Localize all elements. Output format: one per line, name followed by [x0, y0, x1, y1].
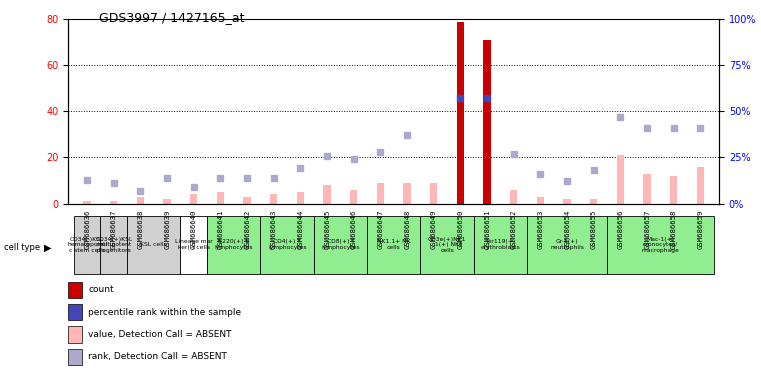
Bar: [350, 190, 358, 204]
Bar: [644, 174, 651, 204]
Bar: [137, 197, 144, 204]
Text: cell type: cell type: [4, 243, 40, 252]
Text: GSM686641: GSM686641: [218, 209, 224, 249]
Text: KSL cells: KSL cells: [141, 242, 167, 247]
Bar: [297, 192, 304, 204]
Text: GSM686648: GSM686648: [404, 209, 410, 249]
Text: GSM686651: GSM686651: [484, 209, 490, 249]
Bar: [430, 183, 438, 204]
Text: Gr-1(+)
neutrophils: Gr-1(+) neutrophils: [550, 239, 584, 250]
Text: B220(+) B
lymphocytes: B220(+) B lymphocytes: [215, 239, 253, 250]
Bar: [377, 183, 384, 204]
Text: GSM686646: GSM686646: [351, 209, 357, 249]
Text: count: count: [88, 285, 114, 295]
Bar: [270, 194, 278, 204]
Text: GSM686644: GSM686644: [298, 209, 304, 249]
Text: value, Detection Call = ABSENT: value, Detection Call = ABSENT: [88, 330, 232, 339]
Bar: [180, 216, 207, 274]
Text: GSM686638: GSM686638: [138, 209, 144, 249]
Text: GSM686652: GSM686652: [511, 209, 517, 249]
Text: GSM686640: GSM686640: [191, 209, 197, 249]
Bar: [84, 201, 91, 204]
Bar: [457, 22, 464, 204]
Text: ▶: ▶: [44, 243, 52, 253]
Bar: [527, 216, 607, 274]
Bar: [537, 197, 544, 204]
Text: GSM686656: GSM686656: [617, 209, 623, 249]
Bar: [697, 167, 704, 204]
Text: GSM686639: GSM686639: [164, 209, 170, 249]
Text: GSM686649: GSM686649: [431, 209, 437, 249]
Bar: [510, 190, 517, 204]
Bar: [483, 40, 491, 204]
Bar: [323, 185, 331, 204]
Text: GSM686653: GSM686653: [537, 209, 543, 249]
Text: GSM686637: GSM686637: [111, 209, 117, 249]
Bar: [164, 199, 170, 204]
Text: GSM686659: GSM686659: [698, 209, 703, 249]
Text: CD3e(+)NK1
.1(+) NKT
cells: CD3e(+)NK1 .1(+) NKT cells: [428, 237, 466, 253]
Bar: [314, 216, 367, 274]
Text: rank, Detection Call = ABSENT: rank, Detection Call = ABSENT: [88, 352, 227, 361]
Bar: [260, 216, 314, 274]
Text: CD34(+)KSL
multipotent
progenitors: CD34(+)KSL multipotent progenitors: [95, 237, 132, 253]
Text: GSM686645: GSM686645: [324, 209, 330, 249]
Bar: [670, 176, 677, 204]
Text: GSM686643: GSM686643: [271, 209, 277, 249]
Bar: [563, 199, 571, 204]
Bar: [607, 216, 714, 274]
Text: GSM686636: GSM686636: [84, 209, 90, 249]
Text: Mac-1(+)
monocytes/
macrophage: Mac-1(+) monocytes/ macrophage: [642, 237, 680, 253]
Bar: [367, 216, 421, 274]
Text: GSM686647: GSM686647: [377, 209, 384, 249]
Bar: [403, 183, 411, 204]
Text: Lineage mar
ker(-) cells: Lineage mar ker(-) cells: [175, 239, 212, 250]
Bar: [474, 216, 527, 274]
Text: CD34(-)KSL
hematopoieti
c stem cells: CD34(-)KSL hematopoieti c stem cells: [67, 237, 107, 253]
Text: GSM686642: GSM686642: [244, 209, 250, 249]
Bar: [590, 199, 597, 204]
Text: percentile rank within the sample: percentile rank within the sample: [88, 308, 241, 317]
Bar: [207, 216, 260, 274]
Text: CD8(+) T
lymphocytes: CD8(+) T lymphocytes: [321, 239, 360, 250]
Text: GDS3997 / 1427165_at: GDS3997 / 1427165_at: [99, 12, 244, 25]
Bar: [190, 194, 198, 204]
Text: GSM686658: GSM686658: [670, 209, 677, 249]
Text: GSM686654: GSM686654: [564, 209, 570, 249]
Bar: [100, 216, 127, 274]
Bar: [421, 216, 474, 274]
Text: NK1.1+ NK
cells: NK1.1+ NK cells: [377, 239, 411, 250]
Bar: [110, 201, 117, 204]
Text: GSM686657: GSM686657: [644, 209, 650, 249]
Text: Ter119(+)
erythroblasts: Ter119(+) erythroblasts: [481, 239, 521, 250]
Bar: [74, 216, 100, 274]
Bar: [244, 197, 251, 204]
Text: GSM686650: GSM686650: [457, 209, 463, 249]
Bar: [617, 155, 624, 204]
Bar: [217, 192, 224, 204]
Text: CD4(+) T
lymphocytes: CD4(+) T lymphocytes: [268, 239, 307, 250]
Bar: [127, 216, 180, 274]
Text: GSM686655: GSM686655: [591, 209, 597, 249]
